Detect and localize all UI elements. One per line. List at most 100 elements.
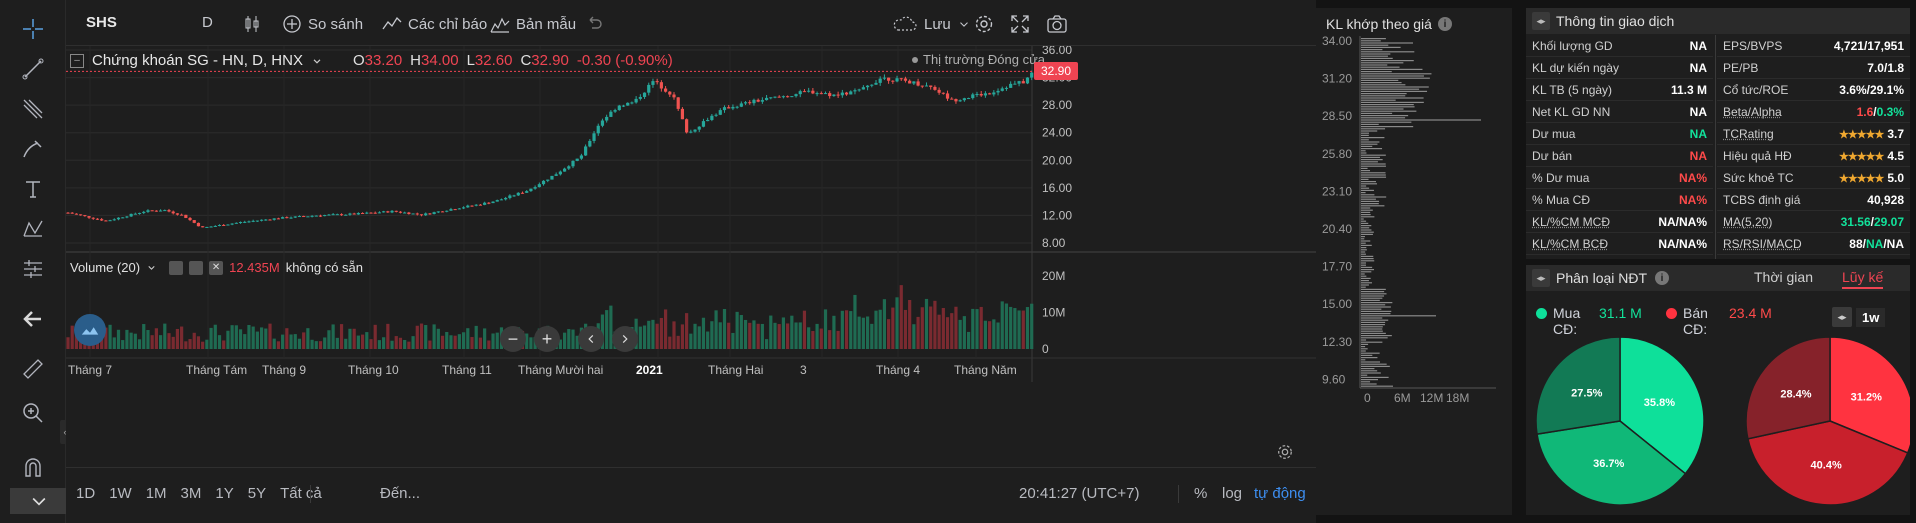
- vp-bar: [1361, 266, 1373, 268]
- range-button-3m[interactable]: 3M: [180, 485, 202, 502]
- trade-info-label[interactable]: KL/%CM BCĐ: [1532, 236, 1609, 251]
- candle-body: [794, 94, 798, 97]
- period-selector[interactable]: ◂▸ 1w: [1832, 307, 1886, 327]
- auto-toggle[interactable]: tự động: [1254, 485, 1306, 502]
- volume-bar: [180, 326, 184, 349]
- symbol-search[interactable]: SHS: [86, 14, 117, 31]
- collapse-toolbar-button[interactable]: ‹: [60, 420, 70, 444]
- tab-time[interactable]: Thời gian: [1754, 269, 1813, 285]
- log-toggle[interactable]: log: [1222, 485, 1243, 502]
- vp-bar: [1361, 277, 1371, 279]
- measure-icon[interactable]: [20, 256, 46, 282]
- vp-bar: [1361, 194, 1375, 196]
- trade-info-label: Dư mua: [1532, 126, 1576, 141]
- expand-arrows-icon[interactable]: ◂▸: [1532, 12, 1550, 30]
- candle-body: [483, 202, 487, 205]
- goto-date-button[interactable]: Đến...: [380, 485, 421, 502]
- vp-bar: [1361, 346, 1366, 348]
- tab-cumulative[interactable]: Lũy kế: [1842, 269, 1884, 289]
- volume-legend-name[interactable]: Volume (20): [70, 260, 141, 275]
- pie-slice: [1747, 420, 1909, 506]
- volume-bar: [794, 322, 798, 349]
- chevron-down-icon[interactable]: [146, 262, 157, 273]
- range-button-1y[interactable]: 1Y: [215, 485, 234, 502]
- vp-bar: [1361, 132, 1369, 134]
- brush-icon[interactable]: [20, 136, 46, 162]
- vp-bar: [1361, 339, 1367, 341]
- volume-bar: [760, 323, 764, 349]
- compare-button[interactable]: So sánh: [282, 14, 363, 34]
- percent-toggle[interactable]: %: [1194, 485, 1208, 502]
- legend-symbol-name[interactable]: Chứng khoán SG - HN, D, HNX: [92, 52, 303, 69]
- volume-bar: [891, 307, 895, 349]
- settings-button[interactable]: [974, 14, 994, 34]
- range-button-tất-cả[interactable]: Tất cả: [280, 485, 322, 502]
- scroll-right-button[interactable]: [612, 326, 638, 352]
- divider: [310, 485, 311, 503]
- vp-bar: [1361, 104, 1414, 106]
- info-icon[interactable]: i: [1655, 271, 1670, 285]
- candle-body: [849, 91, 853, 95]
- volume-bar: [251, 326, 255, 349]
- vp-bar: [1361, 123, 1379, 125]
- ruler-icon[interactable]: [20, 356, 46, 382]
- candle-body: [243, 221, 247, 223]
- volume-bar: [369, 339, 373, 349]
- info-icon[interactable]: i: [1437, 17, 1452, 31]
- vp-bar: [1361, 363, 1387, 365]
- text-icon[interactable]: [20, 176, 46, 202]
- vp-bar: [1361, 332, 1386, 334]
- zoom-icon[interactable]: [20, 400, 46, 426]
- candle-body: [474, 204, 478, 206]
- zoom-in-button[interactable]: +: [534, 326, 560, 352]
- volume-bar: [125, 329, 129, 349]
- range-button-1w[interactable]: 1W: [109, 485, 132, 502]
- vp-bar: [1361, 253, 1366, 255]
- volume-bar: [642, 325, 647, 349]
- fib-icon[interactable]: [20, 96, 46, 122]
- templates-button[interactable]: Bản mẫu: [490, 14, 576, 34]
- settings-small-icon[interactable]: [189, 260, 204, 275]
- candle-body: [790, 96, 794, 98]
- pie-label: 35.8%: [1644, 397, 1675, 409]
- screenshot-button[interactable]: [1046, 14, 1068, 34]
- range-button-5y[interactable]: 5Y: [247, 485, 267, 502]
- undo-button[interactable]: [584, 14, 604, 34]
- period-value[interactable]: 1w: [1856, 307, 1886, 327]
- vp-bar: [1361, 308, 1382, 310]
- back-arrow-icon[interactable]: [20, 306, 46, 332]
- volume-bar: [432, 324, 436, 349]
- buy-dot-icon: [1536, 308, 1547, 319]
- zoom-out-button[interactable]: −: [500, 326, 526, 352]
- candle-body: [769, 97, 773, 99]
- range-button-1d[interactable]: 1D: [76, 485, 96, 502]
- candle-type-button[interactable]: [242, 14, 262, 34]
- trade-info-label[interactable]: KL/%CM MCĐ: [1532, 214, 1611, 229]
- remove-icon[interactable]: ✕: [209, 260, 224, 275]
- time-axis-settings[interactable]: [1276, 443, 1294, 464]
- fullscreen-button[interactable]: [1010, 14, 1030, 34]
- save-button[interactable]: Lưu: [892, 14, 971, 34]
- expand-arrows-icon[interactable]: ◂▸: [1532, 269, 1550, 287]
- trade-info-value: NA: [1689, 60, 1707, 75]
- indicators-button[interactable]: Các chỉ báo: [382, 14, 487, 34]
- volume-bar: [857, 316, 861, 349]
- range-button-1m[interactable]: 1M: [145, 485, 167, 502]
- legend-collapse-icon[interactable]: –: [70, 53, 84, 68]
- volume-bar: [428, 340, 432, 349]
- price-chart-area[interactable]: 36.0032.0028.0024.0020.0016.0012.008.002…: [66, 43, 1316, 523]
- volume-bar: [255, 331, 259, 349]
- volume-bar: [714, 310, 718, 349]
- trend-line-icon[interactable]: [20, 56, 46, 82]
- period-arrows-icon[interactable]: ◂▸: [1832, 307, 1852, 327]
- scroll-left-button[interactable]: [578, 326, 604, 352]
- crosshair-icon[interactable]: [20, 16, 46, 42]
- volume-bar: [390, 340, 394, 349]
- magnet-icon[interactable]: [20, 455, 46, 481]
- volume-bar: [1025, 307, 1030, 349]
- expand-more-icon[interactable]: [10, 488, 68, 514]
- interval-button[interactable]: D: [202, 14, 213, 31]
- eye-icon[interactable]: [169, 260, 184, 275]
- chevron-down-icon[interactable]: [311, 55, 323, 67]
- pattern-icon[interactable]: [20, 216, 46, 242]
